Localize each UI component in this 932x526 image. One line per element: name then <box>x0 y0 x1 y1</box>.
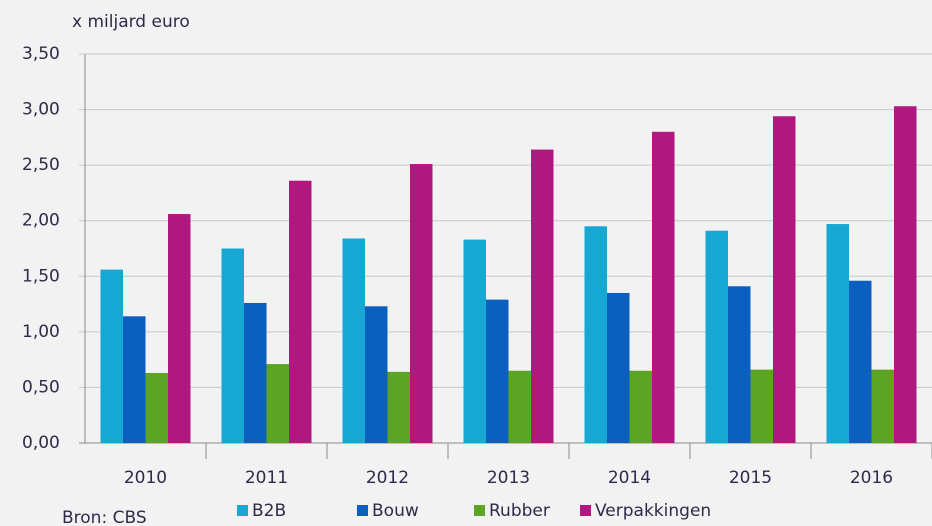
x-tick-label: 2010 <box>124 468 167 488</box>
x-tick-label: 2016 <box>850 468 893 488</box>
source: Bron: CBS <box>62 508 147 526</box>
y-tick-label: 2,00 <box>22 211 60 231</box>
bar <box>342 238 365 443</box>
x-tick-label: 2015 <box>729 468 772 488</box>
bar <box>289 180 312 443</box>
bar <box>607 292 630 443</box>
bar <box>705 230 728 443</box>
bar <box>584 226 607 443</box>
y-tick-label: 0,00 <box>22 433 60 453</box>
bar <box>652 131 675 444</box>
bar <box>773 116 796 444</box>
x-tick-label: 2014 <box>608 468 651 488</box>
bar <box>365 306 388 443</box>
bar <box>728 286 751 443</box>
bar <box>849 280 872 443</box>
legend-swatch <box>474 505 485 516</box>
y-tick-label: 2,50 <box>22 155 60 175</box>
bar <box>463 239 486 443</box>
y-tick-label: 3,00 <box>22 100 60 120</box>
y-tick-label: 3,50 <box>22 44 60 64</box>
bar <box>508 370 531 443</box>
bar <box>410 164 433 443</box>
bar <box>266 364 289 443</box>
bar <box>387 371 410 443</box>
x-tick-label: 2013 <box>487 468 530 488</box>
bar <box>244 302 267 443</box>
bar <box>531 149 554 443</box>
bar <box>826 224 849 443</box>
legend-label: Bouw <box>372 501 419 521</box>
y-tick-label: 1,50 <box>22 266 60 286</box>
y-axis-title: x miljard euro <box>72 12 190 32</box>
bar <box>750 369 773 443</box>
legend-label: B2B <box>252 501 286 521</box>
bar <box>221 248 244 443</box>
x-tick-label: 2011 <box>245 468 288 488</box>
legend-swatch <box>580 505 591 516</box>
bar <box>871 369 894 443</box>
bar <box>123 316 146 443</box>
bar <box>894 106 917 443</box>
legend-swatch <box>237 505 248 516</box>
y-tick-label: 0,50 <box>22 377 60 397</box>
legend-label: Verpakkingen <box>595 501 711 521</box>
y-tick-label: 1,00 <box>22 322 60 342</box>
bar <box>168 214 191 443</box>
bar <box>629 370 652 443</box>
bar <box>100 269 123 443</box>
bar <box>486 299 509 443</box>
legend-swatch <box>357 505 368 516</box>
x-tick-label: 2012 <box>366 468 409 488</box>
legend-label: Rubber <box>489 501 550 521</box>
bar <box>145 372 168 443</box>
